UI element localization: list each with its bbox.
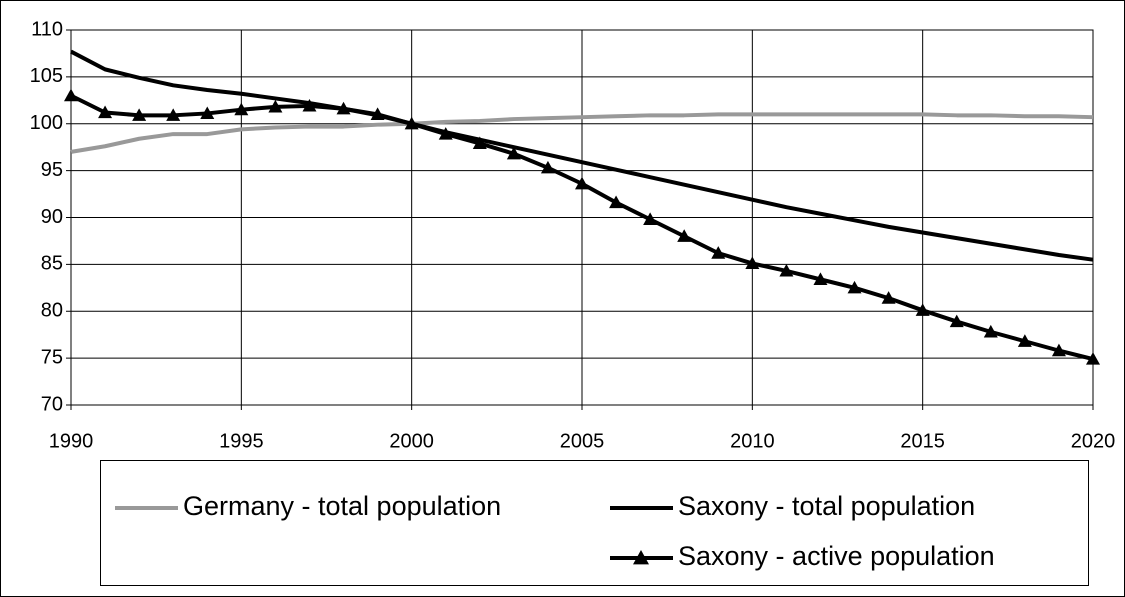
data-marker <box>915 303 930 316</box>
data-marker <box>745 256 760 270</box>
legend-marker <box>633 550 649 565</box>
data-marker <box>132 108 147 121</box>
legend-label: Saxony - active population <box>678 541 995 571</box>
data-marker <box>1017 334 1032 347</box>
data-marker <box>64 88 78 102</box>
data-marker <box>404 116 419 130</box>
y-tick-label: 105 <box>30 65 63 87</box>
x-tick-label: 2000 <box>389 430 434 452</box>
data-marker <box>370 107 385 120</box>
x-tick-label: 2020 <box>1071 430 1116 452</box>
data-marker <box>336 101 351 115</box>
data-marker <box>643 212 658 225</box>
data-marker <box>949 314 964 328</box>
y-tick-label: 80 <box>41 300 63 322</box>
data-marker <box>1086 352 1100 365</box>
y-tick-label: 85 <box>41 253 63 275</box>
data-marker <box>881 291 896 304</box>
y-tick-label: 70 <box>41 393 63 415</box>
data-marker <box>575 176 589 190</box>
x-tick-label: 2005 <box>560 430 605 452</box>
data-marker <box>711 246 726 259</box>
data-marker <box>609 195 624 209</box>
data-marker <box>540 160 555 174</box>
y-tick-label: 75 <box>41 346 63 368</box>
data-marker <box>234 102 249 116</box>
y-tick-label: 100 <box>30 112 63 134</box>
data-marker <box>779 263 794 277</box>
data-marker <box>166 108 181 121</box>
data-marker <box>268 99 283 113</box>
x-tick-label: 2010 <box>730 430 775 452</box>
y-tick-label: 90 <box>41 206 63 228</box>
data-marker <box>302 98 317 112</box>
y-tick-label: 95 <box>41 159 63 181</box>
data-marker <box>506 146 521 160</box>
series-line <box>70 49 1094 262</box>
data-marker <box>813 272 828 285</box>
x-tick-label: 1995 <box>219 430 264 452</box>
data-marker <box>438 127 453 140</box>
x-tick-label: 1990 <box>49 430 94 452</box>
data-marker <box>472 136 487 150</box>
legend-label: Saxony - total population <box>678 491 975 521</box>
x-tick-label: 2015 <box>900 430 945 452</box>
data-marker <box>1051 343 1066 357</box>
series-line <box>70 112 1094 154</box>
data-marker <box>98 105 113 119</box>
legend-box <box>100 460 1089 586</box>
data-marker <box>847 280 862 294</box>
legend-label: Germany - total population <box>183 491 501 521</box>
data-marker <box>677 229 692 242</box>
data-marker <box>200 106 215 120</box>
y-tick-label: 110 <box>31 18 63 40</box>
data-marker <box>983 324 998 338</box>
